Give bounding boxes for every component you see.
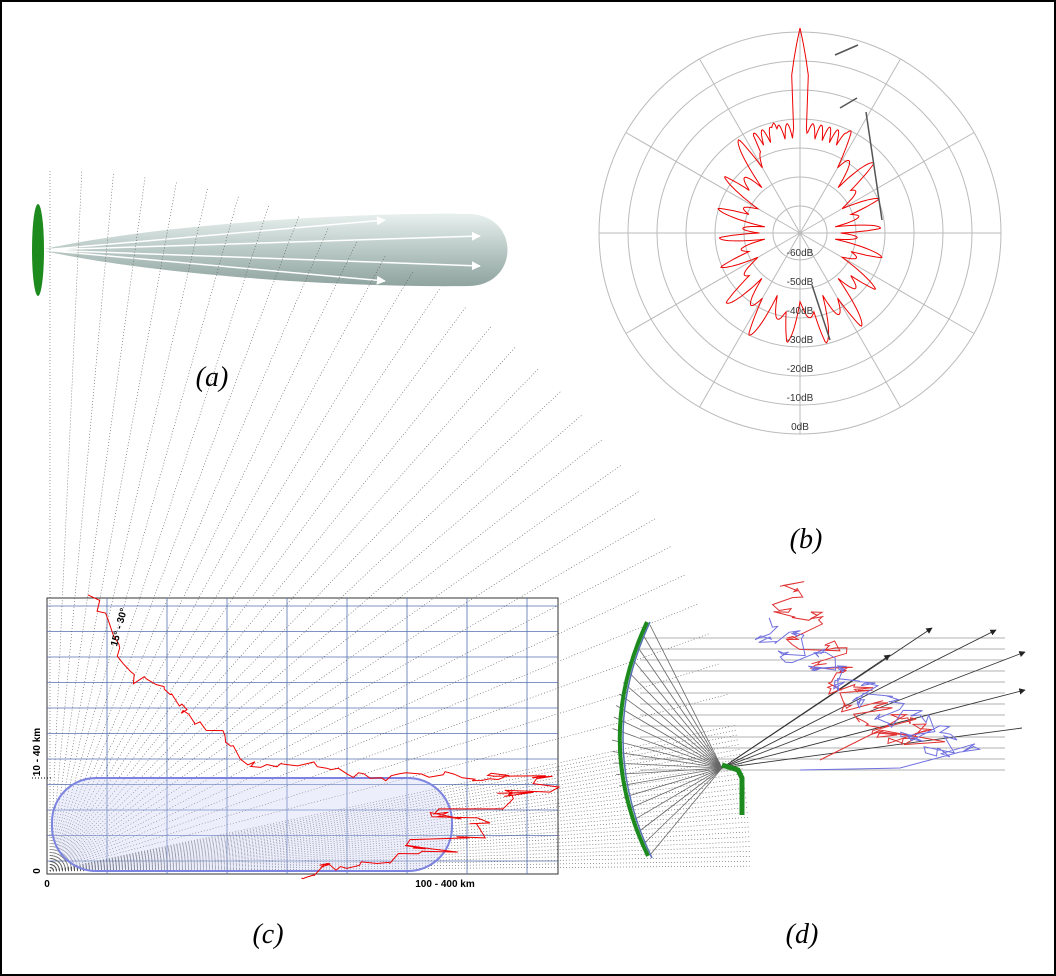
- feed: [722, 765, 742, 815]
- ray: [614, 717, 722, 768]
- polar-spoke: [800, 233, 974, 334]
- leader-line: [866, 112, 882, 220]
- polar-spoke: [800, 59, 901, 233]
- panel-b: -60dB -50dB -40dB -30dB -20dB -10dB 0dB (b): [599, 28, 1001, 555]
- y-label: 10 - 40 km: [32, 728, 43, 776]
- ring-label: -10dB: [787, 393, 814, 404]
- ring-label: -30dB: [787, 335, 814, 346]
- ray: [628, 768, 722, 809]
- ray: [616, 768, 722, 775]
- polar-spoke: [700, 233, 801, 407]
- polar-spoke: [800, 133, 974, 234]
- leader-line: [835, 45, 858, 55]
- out-ray: [722, 690, 1025, 768]
- polar-spoke: [626, 133, 800, 234]
- polar-spoke: [626, 233, 800, 334]
- y-label: 0: [32, 868, 43, 874]
- coverage-area: [52, 778, 452, 871]
- ray: [628, 671, 722, 768]
- beam-lobe: [40, 214, 508, 286]
- leader-line: [840, 98, 857, 108]
- figure: (a) -60dB -50dB -40dB -30dB -20dB -10dB 0dB (b)…: [0, 0, 1056, 976]
- x-label: 100 - 400 km: [415, 879, 475, 890]
- out-ray: [722, 630, 996, 768]
- ray: [650, 768, 722, 855]
- caption: (d): [786, 919, 819, 950]
- reflector: [620, 622, 648, 856]
- ring-label: -60dB: [787, 248, 814, 259]
- ring-label: -40dB: [787, 306, 814, 317]
- ray: [638, 768, 722, 832]
- figure-canvas: (a) -60dB -50dB -40dB -30dB -20dB -10dB 0dB (b)…: [2, 2, 1054, 974]
- panel-a: (a): [32, 204, 508, 393]
- caption: (c): [252, 919, 283, 950]
- panel-d: (d): [612, 582, 1025, 950]
- antenna: [32, 204, 44, 296]
- polar-spoke: [800, 233, 901, 407]
- ring-label: 0dB: [791, 422, 809, 433]
- ring-label: -50dB: [787, 277, 814, 288]
- x-label: 0: [44, 879, 50, 890]
- ring-label: -20dB: [787, 364, 814, 375]
- polar-spoke: [700, 59, 801, 233]
- caption: (b): [790, 524, 823, 555]
- out-ray: [722, 652, 1025, 768]
